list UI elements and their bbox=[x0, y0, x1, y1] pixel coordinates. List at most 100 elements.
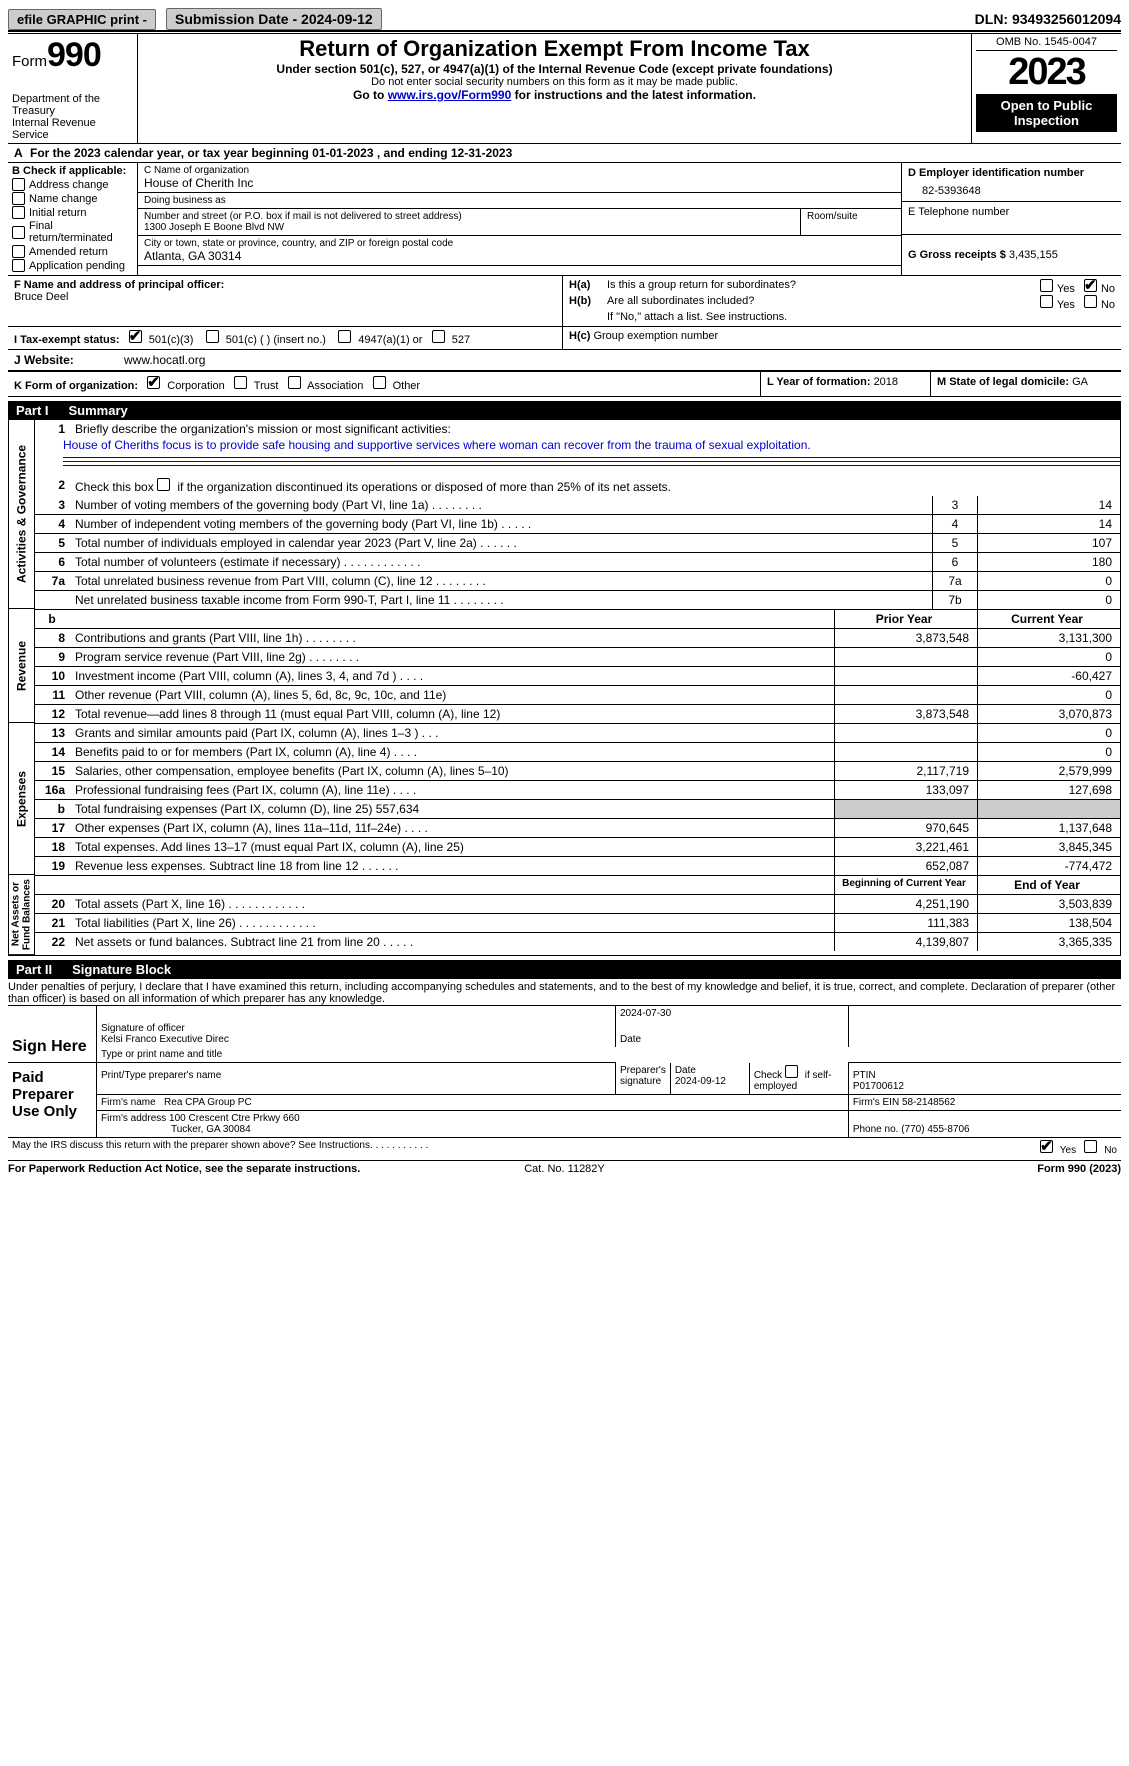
year-formation-label: L Year of formation: bbox=[767, 376, 874, 388]
room-suite-label: Room/suite bbox=[801, 209, 901, 236]
principal-officer-value: Bruce Deel bbox=[14, 291, 556, 303]
paid-preparer-label: Paid Preparer Use Only bbox=[12, 1065, 92, 1124]
summary-row: 17Other expenses (Part IX, column (A), l… bbox=[35, 819, 1120, 838]
hb-note: If "No," attach a list. See instructions… bbox=[569, 311, 1115, 323]
ha-yes-checkbox[interactable] bbox=[1040, 279, 1053, 292]
submission-date: Submission Date - 2024-09-12 bbox=[166, 8, 382, 30]
form-number: Form990 bbox=[12, 36, 133, 75]
part2-bar: Part II Signature Block bbox=[8, 960, 1121, 979]
check-trust[interactable] bbox=[234, 376, 247, 389]
summary-row: 14Benefits paid to or for members (Part … bbox=[35, 743, 1120, 762]
line2-text: Check this box if the organization disco… bbox=[71, 468, 1120, 496]
line1-label: Briefly describe the organization's miss… bbox=[71, 420, 1120, 438]
hb-yes-checkbox[interactable] bbox=[1040, 295, 1053, 308]
check-initial-return[interactable]: Initial return bbox=[12, 206, 133, 219]
check-address-change[interactable]: Address change bbox=[12, 178, 133, 191]
state-domicile-value: GA bbox=[1072, 376, 1088, 388]
col-end-year: End of Year bbox=[978, 876, 1121, 895]
preparer-name-label: Print/Type preparer's name bbox=[101, 1070, 611, 1081]
tax-period: A For the 2023 calendar year, or tax yea… bbox=[8, 144, 1121, 163]
part1-block: Activities & Governance 1Briefly describ… bbox=[8, 420, 1121, 956]
summary-row: 10Investment income (Part VIII, column (… bbox=[35, 667, 1120, 686]
officer-name: Kelsi Franco Executive Direc bbox=[101, 1034, 611, 1045]
omb-number: OMB No. 1545-0047 bbox=[976, 36, 1117, 51]
ein-value: 82-5393648 bbox=[908, 179, 1115, 197]
officer-sign-date: 2024-07-30 bbox=[616, 1006, 849, 1022]
side-revenue: Revenue bbox=[9, 609, 35, 723]
year-formation-value: 2018 bbox=[874, 376, 898, 388]
website-value: www.hocatl.org bbox=[118, 350, 1121, 370]
gross-receipts-label: G Gross receipts $ bbox=[908, 249, 1009, 261]
telephone-label: E Telephone number bbox=[908, 206, 1115, 218]
form-subtitle-2: Do not enter social security numbers on … bbox=[142, 76, 967, 88]
street-label: Number and street (or P.O. box if mail i… bbox=[144, 211, 794, 222]
paperwork-notice: For Paperwork Reduction Act Notice, see … bbox=[8, 1163, 360, 1175]
summary-row: 16aProfessional fundraising fees (Part I… bbox=[35, 781, 1120, 800]
date-label: Date bbox=[620, 1034, 844, 1045]
website-label: J Website: bbox=[8, 350, 118, 370]
check-501c[interactable] bbox=[206, 330, 219, 343]
principal-officer-label: F Name and address of principal officer: bbox=[14, 279, 556, 291]
side-activities-governance: Activities & Governance bbox=[9, 420, 35, 609]
top-bar: efile GRAPHIC print - Submission Date - … bbox=[8, 8, 1121, 32]
part1-bar: Part I Summary bbox=[8, 401, 1121, 420]
check-other[interactable] bbox=[373, 376, 386, 389]
ha-text: Is this a group return for subordinates? bbox=[607, 279, 1025, 295]
efile-print-button[interactable]: efile GRAPHIC print - bbox=[8, 9, 156, 30]
ein-label: D Employer identification number bbox=[908, 167, 1115, 179]
side-net-assets: Net Assets or Fund Balances bbox=[9, 875, 35, 955]
preparer-sig-label: Preparer's signature bbox=[620, 1065, 666, 1087]
form-of-organization: K Form of organization: Corporation Trus… bbox=[8, 372, 761, 396]
check-527[interactable] bbox=[432, 330, 445, 343]
hb-no-checkbox[interactable] bbox=[1084, 295, 1097, 308]
discuss-text: May the IRS discuss this return with the… bbox=[12, 1140, 428, 1151]
page-footer: For Paperwork Reduction Act Notice, see … bbox=[8, 1160, 1121, 1175]
check-4947[interactable] bbox=[338, 330, 351, 343]
line2-checkbox[interactable] bbox=[157, 478, 170, 491]
check-name-change[interactable]: Name change bbox=[12, 192, 133, 205]
sign-here-label: Sign Here bbox=[12, 1034, 92, 1060]
discuss-no-checkbox[interactable] bbox=[1084, 1140, 1097, 1153]
check-application-pending[interactable]: Application pending bbox=[12, 259, 133, 272]
summary-row: 18Total expenses. Add lines 13–17 (must … bbox=[35, 838, 1120, 857]
summary-row: 12Total revenue—add lines 8 through 11 (… bbox=[35, 705, 1120, 724]
hb-text: Are all subordinates included? bbox=[607, 295, 1025, 311]
summary-row: 19Revenue less expenses. Subtract line 1… bbox=[35, 857, 1120, 876]
summary-row: 6Total number of volunteers (estimate if… bbox=[35, 553, 1120, 572]
check-corporation[interactable] bbox=[147, 376, 160, 389]
firm-name-label: Firm's name bbox=[101, 1097, 158, 1108]
firm-ein-label: Firm's EIN bbox=[853, 1097, 902, 1108]
summary-row: 21Total liabilities (Part X, line 26) . … bbox=[35, 914, 1120, 933]
summary-row: 11Other revenue (Part VIII, column (A), … bbox=[35, 686, 1120, 705]
dept-treasury: Department of the Treasury Internal Reve… bbox=[12, 93, 133, 141]
self-employed-check[interactable]: Check if self-employed bbox=[754, 1070, 832, 1092]
box-b-title: B Check if applicable: bbox=[12, 165, 133, 177]
col-beginning-year: Beginning of Current Year bbox=[835, 876, 978, 895]
tax-year: 2023 bbox=[976, 51, 1117, 94]
form-title: Return of Organization Exempt From Incom… bbox=[142, 36, 967, 62]
form990-link[interactable]: www.irs.gov/Form990 bbox=[388, 88, 512, 102]
firm-address-1: 100 Crescent Ctre Prkwy 660 bbox=[169, 1113, 300, 1124]
check-amended-return[interactable]: Amended return bbox=[12, 245, 133, 258]
summary-row: 8Contributions and grants (Part VIII, li… bbox=[35, 629, 1120, 648]
ptin-label: PTIN bbox=[853, 1070, 1117, 1081]
ptin-value: P01700612 bbox=[853, 1081, 1117, 1092]
ha-label: H(a) bbox=[569, 279, 607, 295]
discuss-yes-checkbox[interactable] bbox=[1040, 1140, 1053, 1153]
firm-name: Rea CPA Group PC bbox=[164, 1097, 252, 1108]
city-label: City or town, state or province, country… bbox=[144, 238, 895, 249]
state-domicile-label: M State of legal domicile: bbox=[937, 376, 1072, 388]
ha-no-checkbox[interactable] bbox=[1084, 279, 1097, 292]
check-501c3[interactable] bbox=[129, 330, 142, 343]
org-name: House of Cherith Inc bbox=[144, 176, 895, 190]
summary-row: 20Total assets (Part X, line 16) . . . .… bbox=[35, 895, 1120, 914]
summary-row: 9Program service revenue (Part VIII, lin… bbox=[35, 648, 1120, 667]
dln: DLN: 93493256012094 bbox=[975, 11, 1121, 27]
summary-row: 7aTotal unrelated business revenue from … bbox=[35, 572, 1120, 591]
firm-address-label: Firm's address bbox=[101, 1113, 169, 1124]
street-value: 1300 Joseph E Boone Blvd NW bbox=[144, 222, 794, 233]
check-association[interactable] bbox=[288, 376, 301, 389]
city-value: Atlanta, GA 30314 bbox=[144, 249, 895, 263]
check-final-return[interactable]: Final return/terminated bbox=[12, 220, 133, 244]
type-name-label: Type or print name and title bbox=[101, 1049, 1117, 1060]
